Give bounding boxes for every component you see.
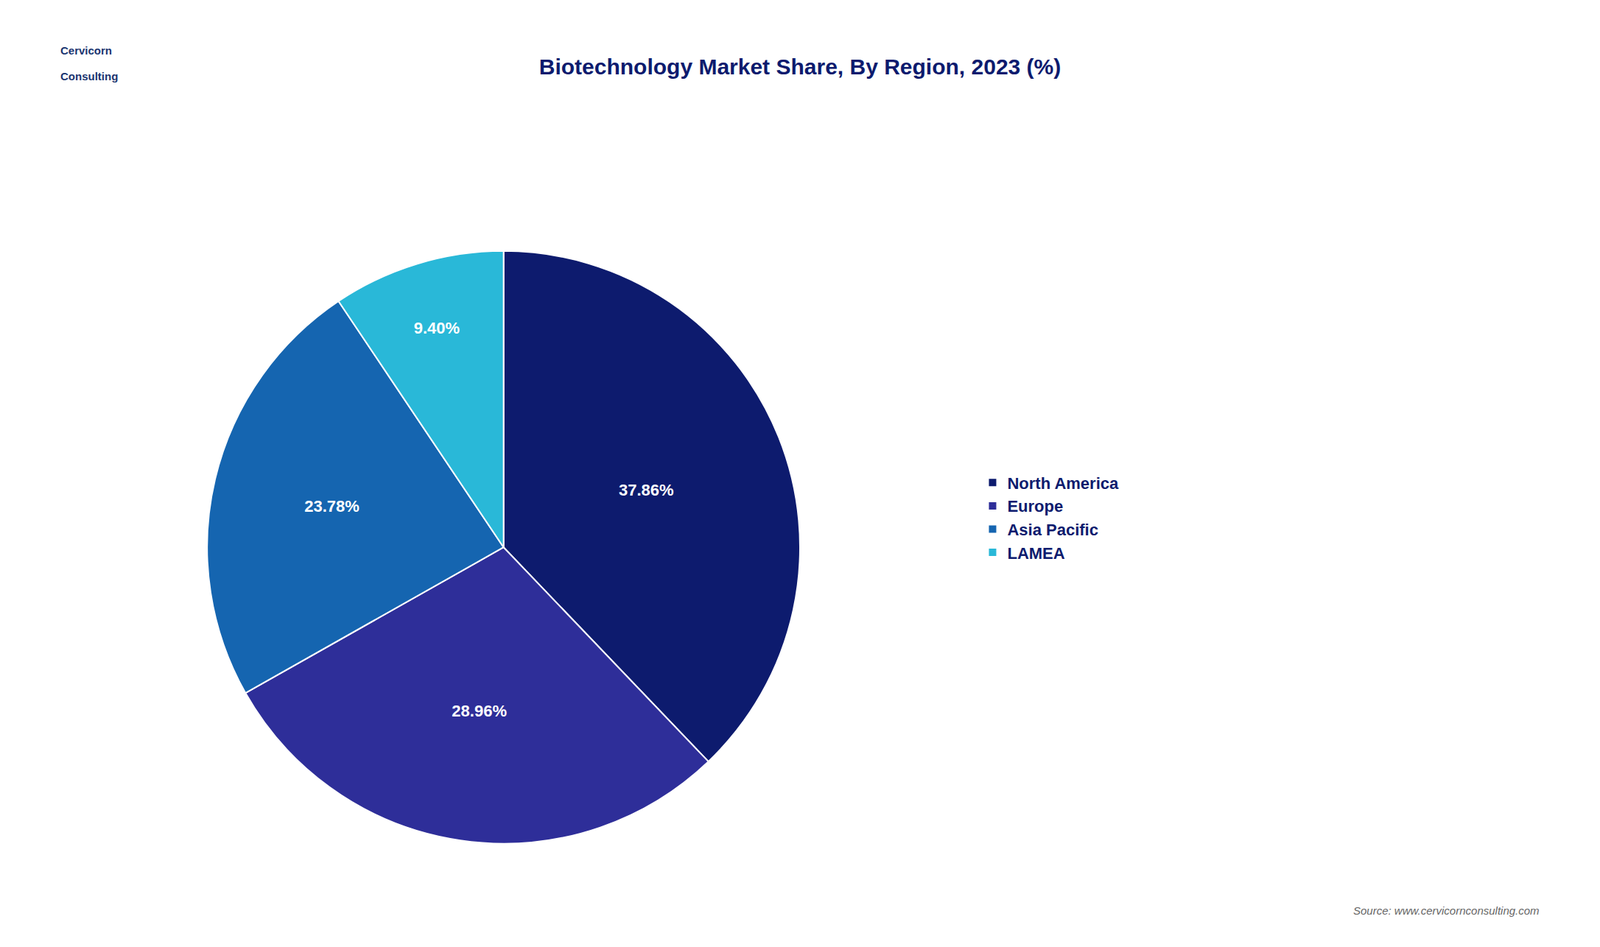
svg-text:28.96%: 28.96%: [451, 702, 507, 721]
svg-text:37.86%: 37.86%: [618, 481, 675, 500]
svg-text:Asia Pacific: Asia Pacific: [1006, 520, 1099, 540]
svg-text:Source: www.cervicornconsultin: Source: www.cervicornconsulting.com: [1353, 904, 1540, 918]
svg-text:Consulting: Consulting: [60, 69, 118, 83]
svg-text:23.78%: 23.78%: [304, 497, 360, 516]
svg-text:North America: North America: [1006, 474, 1119, 493]
svg-text:Cervicorn: Cervicorn: [60, 44, 112, 57]
svg-text:9.40%: 9.40%: [413, 318, 460, 338]
svg-text:Biotechnology Market Share, By: Biotechnology Market Share, By Region, 2…: [539, 54, 1062, 79]
svg-text:Europe: Europe: [1006, 497, 1063, 516]
svg-text:LAMEA: LAMEA: [1006, 544, 1065, 563]
